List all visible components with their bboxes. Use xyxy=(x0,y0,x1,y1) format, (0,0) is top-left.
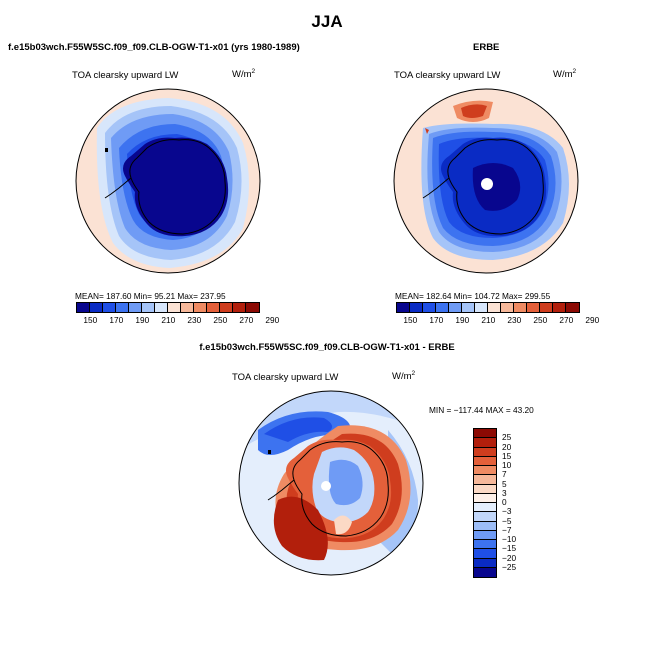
colorbar-left-ticks: 150 170 190 210 230 250 270 290 xyxy=(76,315,279,327)
colorbar-swatch xyxy=(474,521,496,531)
colorbar-tick-label: 170 xyxy=(429,315,444,325)
colorbar-tick-label: −10 xyxy=(502,534,517,544)
colorbar-swatch xyxy=(474,530,496,540)
panel-bottom-title: f.e15b03wch.F55W5SC.f09_f09.CLB-OGW-T1-x… xyxy=(199,342,455,353)
colorbar-swatch xyxy=(129,303,142,312)
colorbar-swatch xyxy=(233,303,246,312)
colorbar-swatch xyxy=(462,303,475,312)
colorbar-swatch xyxy=(474,438,496,448)
colorbar-tick-label: −5 xyxy=(502,515,512,526)
colorbar-right xyxy=(396,302,580,313)
panel-right-stats: MEAN= 182.64 Min= 104.72 Max= 299.55 xyxy=(395,291,551,301)
colorbar-swatch xyxy=(90,303,103,312)
colorbar-tick-label: 0 xyxy=(502,497,507,507)
colorbar-swatch xyxy=(116,303,129,312)
colorbar-tick-label: 270 xyxy=(239,315,254,325)
colorbar-tick-label: −25 xyxy=(502,561,517,572)
colorbar-tick-label: 250 xyxy=(213,315,228,325)
colorbar-tick-label: 190 xyxy=(455,315,470,325)
colorbar-tick-label: 190 xyxy=(135,315,150,325)
colorbar-swatch xyxy=(181,303,194,312)
colorbar-swatch xyxy=(474,484,496,494)
colorbar-swatch xyxy=(474,456,496,466)
colorbar-swatch xyxy=(207,303,220,312)
colorbar-swatch xyxy=(540,303,553,312)
colorbar-swatch xyxy=(474,512,496,522)
panel-left-stats: MEAN= 187.60 Min= 95.21 Max= 237.95 xyxy=(75,291,226,301)
map-right xyxy=(393,88,579,274)
colorbar-tick-label: 210 xyxy=(481,315,496,325)
colorbar-swatch xyxy=(474,466,496,476)
panel-bottom-units: W/m2 xyxy=(392,370,416,383)
colorbar-tick-label: 3 xyxy=(502,487,507,498)
colorbar-swatch xyxy=(410,303,423,312)
colorbar-swatch xyxy=(155,303,168,312)
colorbar-tick-label: 150 xyxy=(403,315,418,325)
colorbar-swatch xyxy=(397,303,410,312)
panel-left-units: W/m2 xyxy=(232,68,256,81)
colorbar-tick-label: 170 xyxy=(109,315,124,325)
panel-left-title: f.e15b03wch.F55W5SC.f09_f09.CLB-OGW-T1-x… xyxy=(8,42,300,53)
colorbar-left xyxy=(76,302,260,313)
colorbar-swatch xyxy=(501,303,514,312)
colorbar-swatch xyxy=(474,475,496,485)
map-difference xyxy=(238,390,424,576)
figure-title: JJA xyxy=(311,12,343,31)
colorbar-tick-label: 210 xyxy=(161,315,176,325)
colorbar-swatch xyxy=(449,303,462,312)
colorbar-difference-ticks: 25 20 15 10 7 5 3 0 −3 −5 −7 −10 −15 −20 −25 xyxy=(500,428,530,576)
colorbar-swatch xyxy=(474,493,496,503)
colorbar-swatch xyxy=(142,303,155,312)
colorbar-tick-label: 7 xyxy=(502,469,507,480)
colorbar-tick-label: 230 xyxy=(187,315,202,325)
colorbar-swatch xyxy=(474,558,496,568)
colorbar-swatch xyxy=(246,303,259,312)
colorbar-swatch xyxy=(514,303,527,312)
panel-bottom-stats: MIN = −117.44 MAX = 43.20 xyxy=(429,405,534,415)
colorbar-swatch xyxy=(553,303,566,312)
colorbar-swatch xyxy=(474,567,496,577)
colorbar-swatch xyxy=(488,303,501,312)
colorbar-tick-label: 230 xyxy=(507,315,522,325)
colorbar-tick-label: 290 xyxy=(585,315,600,325)
panel-left-variable: TOA clearsky upward LW xyxy=(72,70,179,81)
colorbar-swatch xyxy=(474,429,496,439)
colorbar-tick-label: 20 xyxy=(502,441,512,452)
colorbar-tick-label: 150 xyxy=(83,315,98,325)
colorbar-swatch xyxy=(168,303,181,312)
colorbar-tick-label: 270 xyxy=(559,315,574,325)
panel-right-variable: TOA clearsky upward LW xyxy=(394,70,501,81)
panel-right-title: ERBE xyxy=(473,42,500,53)
colorbar-swatch xyxy=(103,303,116,312)
colorbar-tick-label: −3 xyxy=(502,506,512,517)
colorbar-tick-label: 250 xyxy=(533,315,548,325)
map-left xyxy=(75,88,261,274)
colorbar-difference xyxy=(473,428,497,578)
colorbar-tick-label: −7 xyxy=(502,524,512,535)
colorbar-tick-label: 15 xyxy=(502,450,512,461)
colorbar-tick-label: −15 xyxy=(502,543,517,554)
colorbar-swatch xyxy=(474,503,496,513)
colorbar-swatch xyxy=(77,303,90,312)
colorbar-tick-label: 25 xyxy=(502,432,512,443)
colorbar-swatch xyxy=(194,303,207,312)
colorbar-tick-label: 290 xyxy=(265,315,280,325)
colorbar-swatch xyxy=(475,303,488,312)
colorbar-swatch xyxy=(220,303,233,312)
colorbar-right-ticks: 150 170 190 210 230 250 270 290 xyxy=(396,315,599,327)
colorbar-swatch xyxy=(474,549,496,559)
colorbar-swatch xyxy=(474,540,496,550)
panel-right-units: W/m2 xyxy=(553,68,577,81)
colorbar-swatch xyxy=(527,303,540,312)
colorbar-swatch xyxy=(436,303,449,312)
panel-bottom-variable: TOA clearsky upward LW xyxy=(232,372,339,383)
colorbar-swatch xyxy=(474,447,496,457)
colorbar-tick-label: 10 xyxy=(502,460,512,470)
colorbar-tick-label: 5 xyxy=(502,478,507,489)
colorbar-tick-label: −20 xyxy=(502,552,517,563)
colorbar-swatch xyxy=(423,303,436,312)
colorbar-swatch xyxy=(566,303,579,312)
